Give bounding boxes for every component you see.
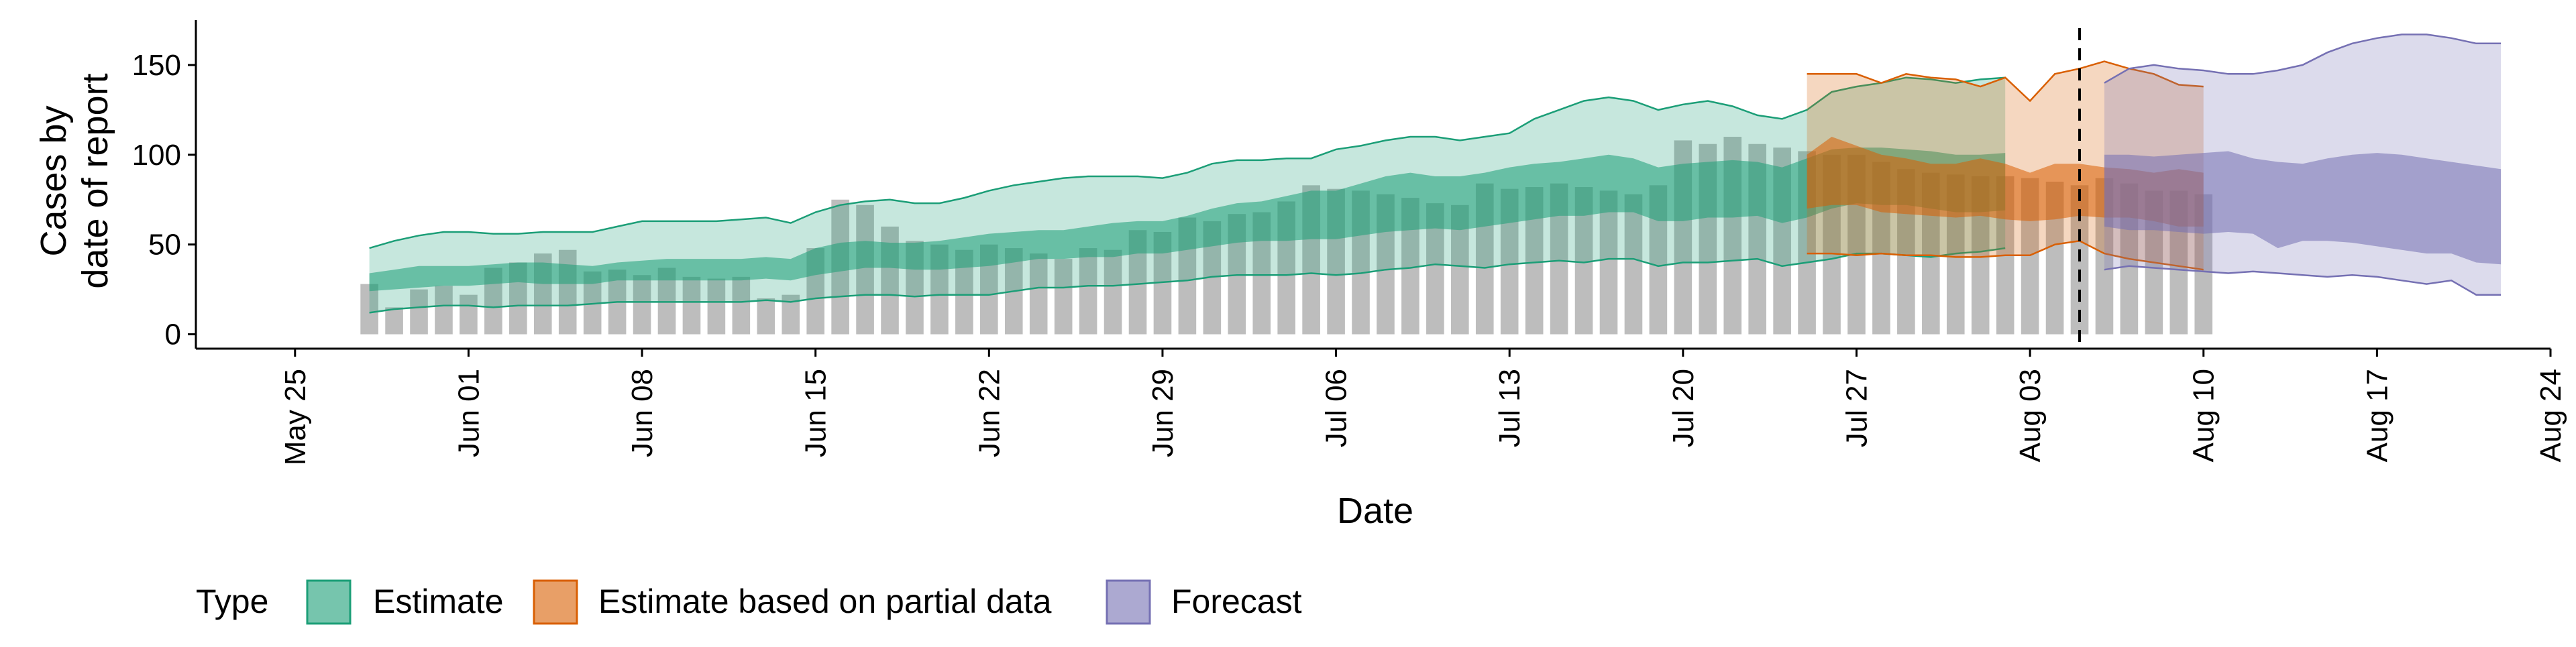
legend-swatch-estimate xyxy=(306,579,352,625)
y-tick-label: 100 xyxy=(132,139,181,172)
bar xyxy=(682,276,701,335)
legend-label-forecast: Forecast xyxy=(1171,583,1302,620)
bar xyxy=(1624,194,1643,335)
x-tick-label: Aug 24 xyxy=(2534,369,2567,462)
bar xyxy=(1054,259,1073,335)
bar xyxy=(1599,190,1618,335)
band-lower-line-estimate xyxy=(369,247,2006,314)
x-tick-label: Aug 03 xyxy=(2014,369,2047,462)
x-tick-label: Jul 27 xyxy=(1840,369,1873,447)
legend-swatch-forecast xyxy=(1106,579,1151,625)
band-outer-estimate xyxy=(369,77,2006,313)
bar xyxy=(757,298,775,335)
legend-item-partial: Estimate based on partial data xyxy=(533,579,1052,625)
y-tick-label: 150 xyxy=(132,49,181,82)
bands-layer xyxy=(369,34,2502,314)
x-tick-label: Jun 15 xyxy=(800,369,833,457)
y-axis-title-line-1: Cases by xyxy=(34,105,74,256)
x-tick-label: Aug 10 xyxy=(2188,369,2220,462)
bar xyxy=(856,204,874,335)
y-tick-label: 0 xyxy=(165,318,181,351)
x-axis-title: Date xyxy=(1337,491,1413,531)
y-tick-label: 50 xyxy=(148,229,181,261)
legend-title: Type xyxy=(196,583,268,620)
legend-label-estimate: Estimate xyxy=(373,583,504,620)
bar xyxy=(460,294,478,335)
bar xyxy=(1079,248,1097,335)
bar xyxy=(1104,249,1122,335)
x-tick-label: Jul 13 xyxy=(1493,369,1526,447)
bar xyxy=(732,276,751,335)
x-tick-label: Jun 08 xyxy=(626,369,659,457)
band-lower-line-forecast xyxy=(2104,265,2502,296)
bar xyxy=(707,278,726,335)
y-axis-title: Cases by date of report xyxy=(34,73,115,288)
axes-layer: 0 50 100 150 May 25 Jun 01 Jun 08 Jun 15 Jun 22 J… xyxy=(132,20,2567,465)
legend-swatch-partial xyxy=(533,579,578,625)
bar xyxy=(633,275,651,335)
bar xyxy=(1029,253,1048,335)
x-tick-label: Jul 20 xyxy=(1667,369,1700,447)
x-tick-label: May 25 xyxy=(279,369,312,465)
legend-item-estimate: Estimate xyxy=(306,579,504,625)
band-upper-line-estimate xyxy=(369,76,2006,249)
band-inner-forecast xyxy=(2104,151,2502,265)
x-tick-label: Aug 17 xyxy=(2361,369,2394,462)
x-tick-label: Jul 06 xyxy=(1320,369,1353,447)
legend-item-forecast: Forecast xyxy=(1106,579,1302,625)
x-tick-label: Jun 22 xyxy=(973,369,1006,457)
y-axis-title-line-2: date of report xyxy=(75,73,115,288)
band-upper-line-forecast xyxy=(2104,34,2502,84)
bar xyxy=(435,286,453,335)
bar xyxy=(385,307,403,335)
x-tick-label: Jun 01 xyxy=(452,369,485,457)
x-tick-label: Jun 29 xyxy=(1146,369,1179,457)
legend-label-partial: Estimate based on partial data xyxy=(598,583,1052,620)
band-inner-estimate xyxy=(369,148,2006,292)
bar xyxy=(360,284,378,335)
band-upper-line-estimate-based-on-partial-data xyxy=(1807,60,2204,103)
bar xyxy=(410,289,428,335)
band-lower-line-estimate-based-on-partial-data xyxy=(1807,240,2204,271)
legend: Type Estimate Estimate based on partial … xyxy=(196,579,1302,625)
